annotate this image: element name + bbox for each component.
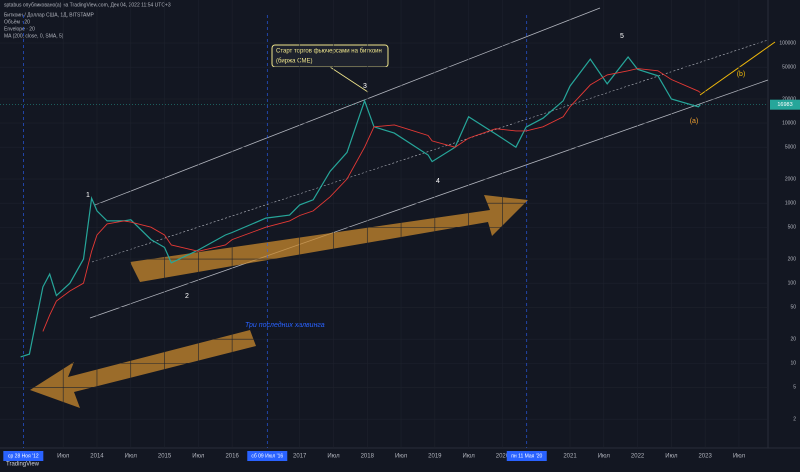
y-tick-label: 5 bbox=[793, 385, 796, 391]
y-tick-label: 50 bbox=[790, 305, 796, 311]
arrow-up bbox=[130, 195, 528, 282]
halving-note: Три последних халвинга bbox=[245, 321, 325, 329]
last-price-label: 16983 bbox=[777, 102, 792, 108]
y-tick-label: 5000 bbox=[785, 145, 796, 151]
y-tick-label: 1000 bbox=[785, 200, 796, 206]
y-tick-label: 20 bbox=[790, 336, 796, 342]
x-tick-label: Июл bbox=[57, 454, 70, 460]
x-tick-label: 2015 bbox=[158, 454, 172, 460]
x-tick-label: Июл bbox=[463, 454, 476, 460]
wave-label: 2 bbox=[185, 293, 189, 300]
x-tick-label: 2014 bbox=[90, 454, 104, 460]
wave-label: 5 bbox=[620, 33, 624, 40]
legend-line: MA (200, close, 0, SMA, 5) bbox=[4, 33, 64, 39]
y-tick-label: 500 bbox=[788, 225, 797, 231]
x-highlight-label: пн 11 Мая '20 bbox=[511, 453, 542, 459]
x-tick-label: 2019 bbox=[428, 454, 442, 460]
y-tick-label: 50000 bbox=[782, 64, 796, 70]
x-tick-label: 2022 bbox=[631, 454, 645, 460]
y-axis-panel bbox=[768, 0, 800, 448]
wave-label: 4 bbox=[436, 178, 440, 185]
x-tick-label: 2016 bbox=[225, 454, 239, 460]
wave-label: 1 bbox=[86, 192, 90, 199]
x-tick-label: Июл bbox=[665, 454, 678, 460]
x-highlight-box bbox=[3, 451, 44, 461]
x-tick-label: 2017 bbox=[293, 454, 307, 460]
x-tick-label: Июл bbox=[327, 454, 340, 460]
series-line bbox=[20, 56, 701, 358]
legend-line: Envelope · 20 bbox=[4, 26, 35, 32]
x-tick-label: Июл bbox=[598, 454, 611, 460]
wave-label: (b) bbox=[737, 71, 746, 78]
footer-logo: TradingView bbox=[6, 462, 40, 468]
legend-line: Объём · 20 bbox=[4, 19, 30, 25]
y-tick-label: 10 bbox=[790, 361, 796, 367]
channel-bottom bbox=[89, 79, 769, 319]
series-line bbox=[42, 68, 701, 332]
y-tick-label: 2000 bbox=[785, 176, 796, 182]
channel-top bbox=[94, 7, 601, 206]
x-tick-label: 2020 bbox=[496, 454, 510, 460]
y-tick-label: 20000 bbox=[782, 96, 796, 102]
annotation-pointer bbox=[329, 66, 369, 93]
x-highlight-box bbox=[247, 451, 288, 461]
legend-line: Биткоин / Доллар США, 1Д, BITSTAMP bbox=[4, 12, 95, 18]
wave-label: 3 bbox=[363, 83, 367, 90]
x-highlight-label: сб 09 Июл '16 bbox=[251, 453, 283, 459]
x-tick-label: Июл bbox=[395, 454, 408, 460]
annotation-text: (биржа CME) bbox=[276, 59, 312, 65]
x-tick-label: Июл bbox=[125, 454, 138, 460]
channel-mid bbox=[91, 39, 769, 263]
annotation-text: Старт торгов фьючерсами на биткоин bbox=[276, 49, 382, 55]
y-tick-label: 100 bbox=[788, 281, 797, 287]
arrow-left bbox=[30, 330, 256, 408]
y-tick-label: 2 bbox=[793, 417, 796, 423]
x-tick-label: 2018 bbox=[361, 454, 375, 460]
x-tick-label: 2021 bbox=[563, 454, 577, 460]
y-tick-label: 10000 bbox=[782, 120, 796, 126]
y-tick-label: 200 bbox=[788, 256, 797, 262]
wave-label: (a) bbox=[690, 118, 699, 125]
x-tick-label: Июл bbox=[733, 454, 746, 460]
last-price-box bbox=[770, 99, 800, 110]
x-tick-label: 2023 bbox=[698, 454, 712, 460]
x-tick-label: Июл bbox=[192, 454, 205, 460]
trend-line bbox=[699, 41, 776, 96]
y-tick-label: 100000 bbox=[779, 40, 796, 46]
x-highlight-label: ср 28 Ноя '12 bbox=[8, 453, 39, 459]
header: sptabus опубликовано(а) на TradingView.c… bbox=[4, 2, 171, 8]
x-highlight-box bbox=[506, 451, 547, 461]
